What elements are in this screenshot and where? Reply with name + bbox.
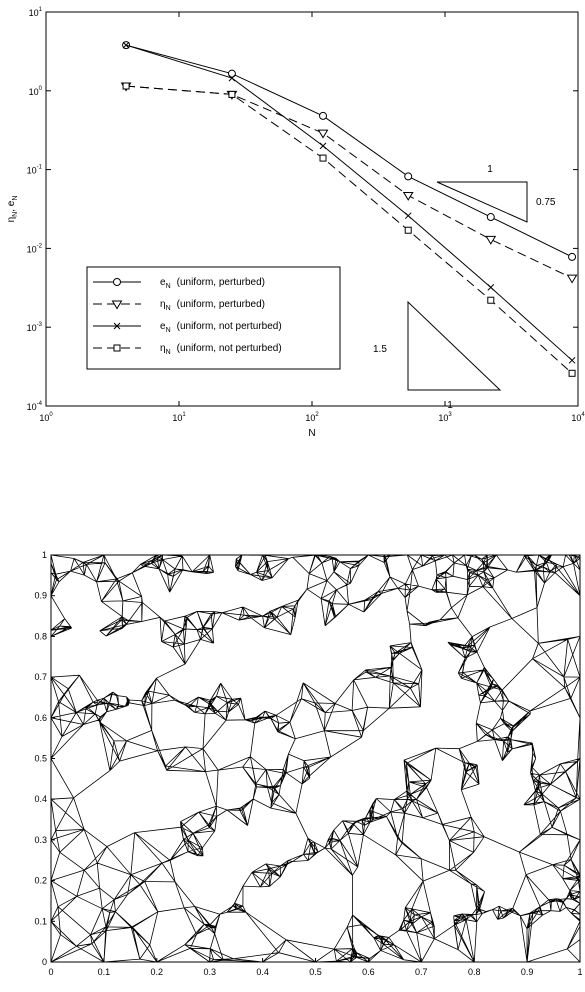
legend-entry: ηN (uniform, perturbed)	[93, 299, 265, 312]
mesh-x-tick-label: 0.7	[415, 967, 428, 977]
slope-run-label: 1	[447, 400, 453, 411]
mesh-y-tick-label: 0.9	[34, 591, 47, 601]
data-point-square	[487, 296, 495, 304]
data-point-x	[487, 284, 495, 291]
x-tick-label: 102	[305, 412, 319, 423]
legend: eN (uniform, perturbed) ηN (uniform, pertur…	[86, 266, 341, 370]
x-tick-label: 104	[571, 412, 585, 423]
series-1	[122, 41, 577, 261]
series-line	[125, 44, 573, 258]
mesh-x-tick-label: 0.6	[362, 967, 375, 977]
mesh-y-tick-label: 0.8	[34, 631, 47, 641]
slope-rise-label: 0.75	[536, 197, 556, 208]
mesh-x-tick-label: 0.2	[151, 967, 164, 977]
mesh-y-axis-ticks: 0 0.1 0.2 0.3 0.4 0.5 0.6 0.7 0.8 0.9 1	[34, 550, 55, 967]
data-point-circle	[227, 69, 236, 78]
mesh-x-tick-label: 0.1	[98, 967, 111, 977]
x-tick-label: 101	[172, 412, 186, 423]
mesh-x-axis-ticks: 0 0.1 0.2 0.3 0.4 0.5 0.6 0.7 0.8 0.9 1	[48, 958, 583, 977]
data-point-x	[319, 142, 327, 150]
legend-box	[86, 266, 341, 370]
mesh-y-tick-label: 0	[42, 957, 47, 967]
mesh-y-tick-label: 0.7	[34, 672, 47, 682]
x-axis-label: N	[308, 428, 315, 439]
legend-entry: eN (uniform, not perturbed)	[93, 321, 282, 334]
series-line	[126, 85, 573, 374]
slope-triangle-upper: 1 0.75	[436, 164, 556, 223]
y-tick-label: 10-2	[27, 243, 43, 254]
data-point-circle	[319, 111, 328, 120]
data-point-square	[319, 154, 327, 162]
slope-run-label: 1	[487, 164, 493, 175]
legend-label: ηN (uniform, not perturbed)	[160, 343, 282, 356]
slope-triangle-lower: 1.5 1	[373, 300, 502, 411]
mesh-y-tick-label: 0.3	[34, 835, 47, 845]
y-axis-label-sub1: N	[12, 212, 19, 217]
y-tick-label: 100	[29, 86, 43, 97]
series-2	[120, 82, 578, 284]
mesh-y-tick-label: 0.4	[34, 794, 47, 804]
mesh-frame	[50, 554, 581, 963]
mesh-x-tick-label: 1	[577, 967, 582, 977]
data-point-circle	[486, 213, 495, 222]
x-axis-ticks: 100 101 102 103 104	[39, 12, 585, 423]
y-axis-label-sub2: N	[12, 196, 19, 201]
data-point-square	[228, 90, 236, 98]
legend-label: ηN (uniform, perturbed)	[160, 299, 265, 312]
data-point-square	[122, 82, 130, 90]
mesh-y-tick-label: 0.1	[34, 916, 47, 926]
legend-entries: eN (uniform, perturbed) ηN (uniform, pertur…	[93, 277, 282, 356]
y-axis-label: ηN, eN	[6, 196, 19, 223]
series-3	[122, 41, 576, 364]
data-point-x	[404, 212, 412, 220]
mesh-y-tick-label: 0.2	[34, 876, 47, 886]
data-point-square	[568, 369, 576, 377]
data-point-circle	[568, 252, 577, 261]
data-point-x	[122, 41, 130, 49]
slope-rise-label: 1.5	[373, 344, 387, 355]
mesh-x-tick-label: 0.4	[256, 967, 269, 977]
svg-text:ηN, eN: ηN, eN	[6, 196, 19, 223]
series-line	[125, 44, 573, 361]
mesh-x-tick-label: 0.3	[203, 967, 216, 977]
data-point-triangle-down	[317, 129, 329, 139]
legend-marker-square	[113, 344, 121, 352]
legend-label: eN (uniform, perturbed)	[160, 277, 265, 290]
x-tick-label: 103	[438, 412, 452, 423]
series-4	[122, 82, 576, 377]
y-tick-label: 10-3	[27, 322, 43, 333]
mesh-chart: 0 0.1 0.2 0.3 0.4 0.5 0.6 0.7 0.8 0.9 1 0 0.1 0.2 0.3…	[34, 550, 582, 977]
x-tick-label: 100	[39, 412, 53, 423]
mesh-y-tick-label: 0.5	[34, 754, 47, 764]
y-axis-label-eta: η	[6, 217, 17, 223]
data-point-square	[404, 226, 412, 234]
data-point-triangle-down	[402, 191, 414, 201]
legend-label: eN (uniform, not perturbed)	[160, 321, 282, 334]
data-point-triangle-down	[485, 235, 497, 245]
legend-entry: eN (uniform, perturbed)	[93, 277, 265, 290]
y-tick-label: 10-4	[27, 401, 43, 412]
convergence-chart: 100 101 102 103 104 101 100 10-1 10-2 10-3 10-4 N…	[6, 7, 585, 439]
mesh-y-tick-label: 1	[42, 550, 47, 560]
mesh-x-tick-label: 0.5	[309, 967, 322, 977]
mesh-x-tick-label: 0	[48, 967, 53, 977]
data-point-circle	[404, 172, 413, 181]
y-tick-label: 101	[29, 7, 43, 18]
data-point-triangle-down	[566, 274, 578, 284]
legend-marker-circle	[113, 278, 121, 286]
data-point-x	[228, 74, 236, 82]
data-point-x	[568, 356, 576, 364]
mesh-x-tick-label: 0.8	[468, 967, 481, 977]
mesh-x-tick-label: 0.9	[521, 967, 534, 977]
y-axis-ticks: 101 100 10-1 10-2 10-3 10-4	[27, 7, 578, 412]
legend-marker-triangle-down	[111, 300, 123, 310]
legend-marker-x	[113, 322, 121, 330]
series-layer	[120, 41, 578, 377]
legend-entry: ηN (uniform, not perturbed)	[93, 343, 282, 356]
mesh-y-tick-label: 0.6	[34, 713, 47, 723]
y-axis-label-sep: , e	[6, 200, 17, 212]
y-tick-label: 10-1	[27, 165, 43, 176]
